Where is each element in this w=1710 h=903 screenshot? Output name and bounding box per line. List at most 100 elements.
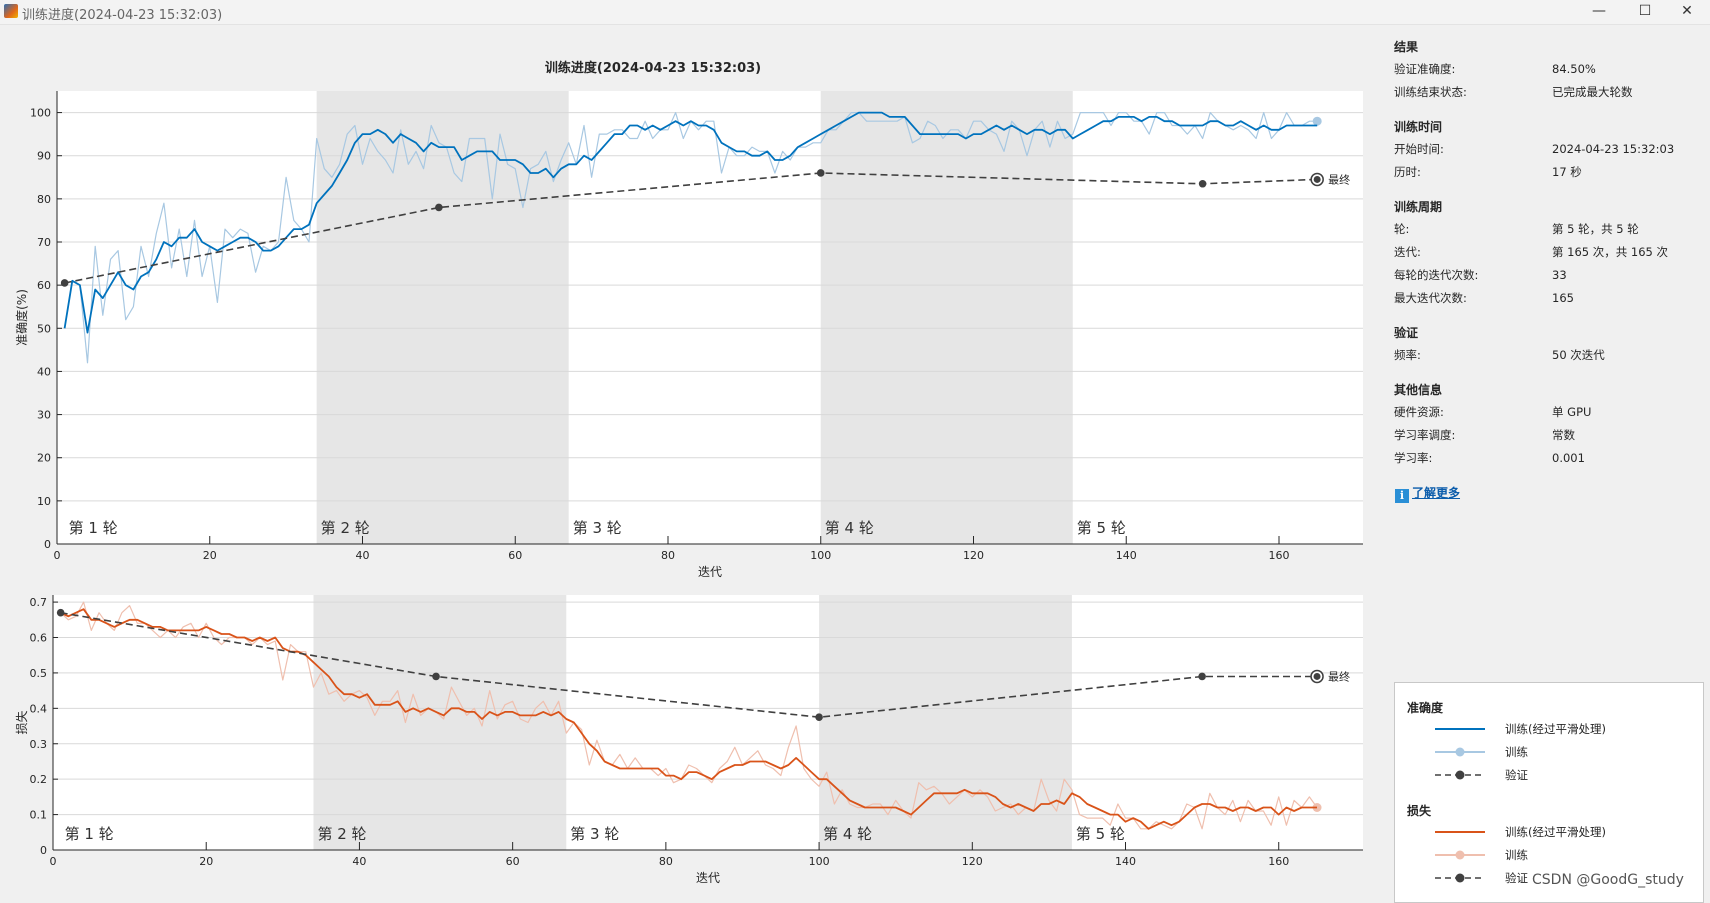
loss-epoch-label: 第 3 轮 [570,825,619,843]
acc-y-tick-label: 80 [37,193,51,206]
info-row: 硬件资源: 单 GPU [1394,401,1694,424]
legend-label: 训练 [1505,745,1528,759]
legend: 准确度 训练(经过平滑处理) 训练 验证 损失 训练(经过平滑处理) 训练 验证 [1394,682,1704,903]
loss-series-raw [60,601,1318,830]
acc-x-tick-label: 80 [661,549,675,562]
loss-epoch-label: 第 2 轮 [317,825,366,843]
info-label: 最大迭代次数: [1394,291,1467,305]
acc-epoch-label: 第 1 轮 [69,519,118,537]
acc-x-tick-label: 60 [508,549,522,562]
loss-x-tick-label: 120 [962,855,983,868]
acc-y-tick-label: 50 [37,322,51,335]
info-value: 第 5 轮，共 5 轮 [1552,222,1639,236]
loss-y-tick-label: 0.5 [30,667,48,680]
legend-swatch-acc-raw [1435,747,1485,757]
info-value: 33 [1552,268,1567,282]
info-label: 学习率: [1394,451,1433,465]
legend-swatch-loss-smooth [1435,831,1485,833]
acc-epoch-label: 第 5 轮 [1077,519,1126,537]
acc-validation-point [1198,179,1207,188]
info-label: 迭代: [1394,245,1421,259]
info-value: 第 165 次，共 165 次 [1552,245,1669,259]
loss-x-tick-label: 40 [352,855,366,868]
acc-y-tick-label: 10 [37,495,51,508]
loss-validation-point [56,608,65,617]
acc-raw-last-point [1312,116,1322,126]
info-row: 验证准确度: 84.50% [1394,58,1694,81]
window-title: 训练进度(2024-04-23 15:32:03) [22,8,223,23]
loss-validation-point [432,672,440,681]
window-titlebar: 训练进度(2024-04-23 15:32:03) — ☐ ✕ [0,0,1710,25]
legend-item-acc-raw: 训练 [1435,744,1695,760]
acc-validation-point [435,203,443,212]
section-title: 验证 [1394,326,1419,340]
info-row: 最大迭代次数: 165 [1394,287,1694,310]
info-row: 迭代: 第 165 次，共 165 次 [1394,241,1694,264]
loss-validation-point [815,713,823,721]
info-label: 学习率调度: [1394,428,1456,442]
loss-validation-point [1198,672,1206,681]
info-row: 每轮的迭代次数: 33 [1394,264,1694,287]
loss-y-tick-label: 0 [40,844,47,857]
legend-item-acc-smooth: 训练(经过平滑处理) [1435,721,1695,737]
watermark: CSDN @GoodG_study [1532,872,1684,888]
info-label: 轮: [1394,222,1410,236]
acc-y-tick-label: 0 [44,538,51,551]
info-label: 每轮的迭代次数: [1394,268,1479,282]
loss-epoch-label: 第 4 轮 [823,825,872,843]
minimize-button[interactable]: — [1592,3,1606,19]
loss-y-tick-label: 0.1 [30,809,48,822]
loss-y-tick-label: 0.3 [30,738,48,751]
acc-y-tick-label: 60 [37,279,51,292]
learn-more: i 了解更多 [1395,484,1460,503]
loss-x-tick-label: 80 [659,855,673,868]
acc-validation-point [816,169,825,177]
info-icon: i [1395,489,1409,503]
acc-x-tick-label: 40 [355,549,369,562]
acc-plot-area [57,91,1363,544]
acc-validation-point [60,279,69,287]
maximize-button[interactable]: ☐ [1638,3,1652,19]
loss-y-tick-label: 0.6 [30,632,48,645]
info-label: 训练结束状态: [1394,85,1467,99]
info-section-validation: 验证 频率: 50 次迭代 [1394,322,1694,367]
legend-item-loss-raw: 训练 [1435,847,1695,863]
learn-more-link[interactable]: 了解更多 [1412,486,1461,500]
legend-label: 验证 [1505,871,1528,885]
acc-plot: 0 10 20 30 40 50 60 70 80 90 100 0 20 40 60 80 100 120 140… [14,60,1363,579]
info-value: 0.001 [1552,451,1585,465]
info-label: 硬件资源: [1394,405,1444,419]
legend-loss-title: 损失 [1407,804,1432,818]
loss-x-axis-label: 迭代 [696,871,720,885]
acc-epoch-label: 第 3 轮 [573,519,622,537]
section-title: 训练周期 [1394,200,1443,214]
section-title: 训练时间 [1394,120,1443,134]
acc-epoch-shade [316,91,569,544]
close-button[interactable]: ✕ [1681,3,1693,19]
info-row: 历时: 17 秒 [1394,161,1694,184]
legend-swatch-loss-val [1435,873,1485,883]
loss-series-smooth [60,608,1317,830]
info-row: 学习率: 0.001 [1394,447,1694,470]
loss-x-tick-label: 100 [809,855,830,868]
loss-x-tick-label: 160 [1268,855,1289,868]
acc-x-tick-label: 160 [1268,549,1289,562]
info-label: 开始时间: [1394,142,1444,156]
info-value: 2024-04-23 15:32:03 [1552,142,1675,156]
acc-chart-title: 训练进度(2024-04-23 15:32:03) [545,60,761,76]
acc-final-annotation: 最终 [1328,172,1350,186]
info-row: 轮: 第 5 轮，共 5 轮 [1394,218,1694,241]
info-section-cycle: 训练周期 轮: 第 5 轮，共 5 轮 迭代: 第 165 次，共 165 次 每轮… [1394,196,1694,310]
info-label: 频率: [1394,348,1421,362]
acc-x-tick-label: 0 [54,549,61,562]
legend-swatch-acc-val [1435,770,1485,780]
acc-y-axis-label: 准确度(%) [14,289,29,346]
acc-y-tick-label: 20 [37,452,51,465]
section-title: 结果 [1394,40,1419,54]
info-value: 165 [1552,291,1574,305]
info-section-other: 其他信息 硬件资源: 单 GPU 学习率调度: 常数 学习率: 0.001 [1394,379,1694,470]
info-value: 单 GPU [1552,405,1592,419]
legend-label: 训练(经过平滑处理) [1505,722,1606,736]
acc-y-tick-label: 40 [37,365,51,378]
acc-epoch-label: 第 2 轮 [321,519,370,537]
